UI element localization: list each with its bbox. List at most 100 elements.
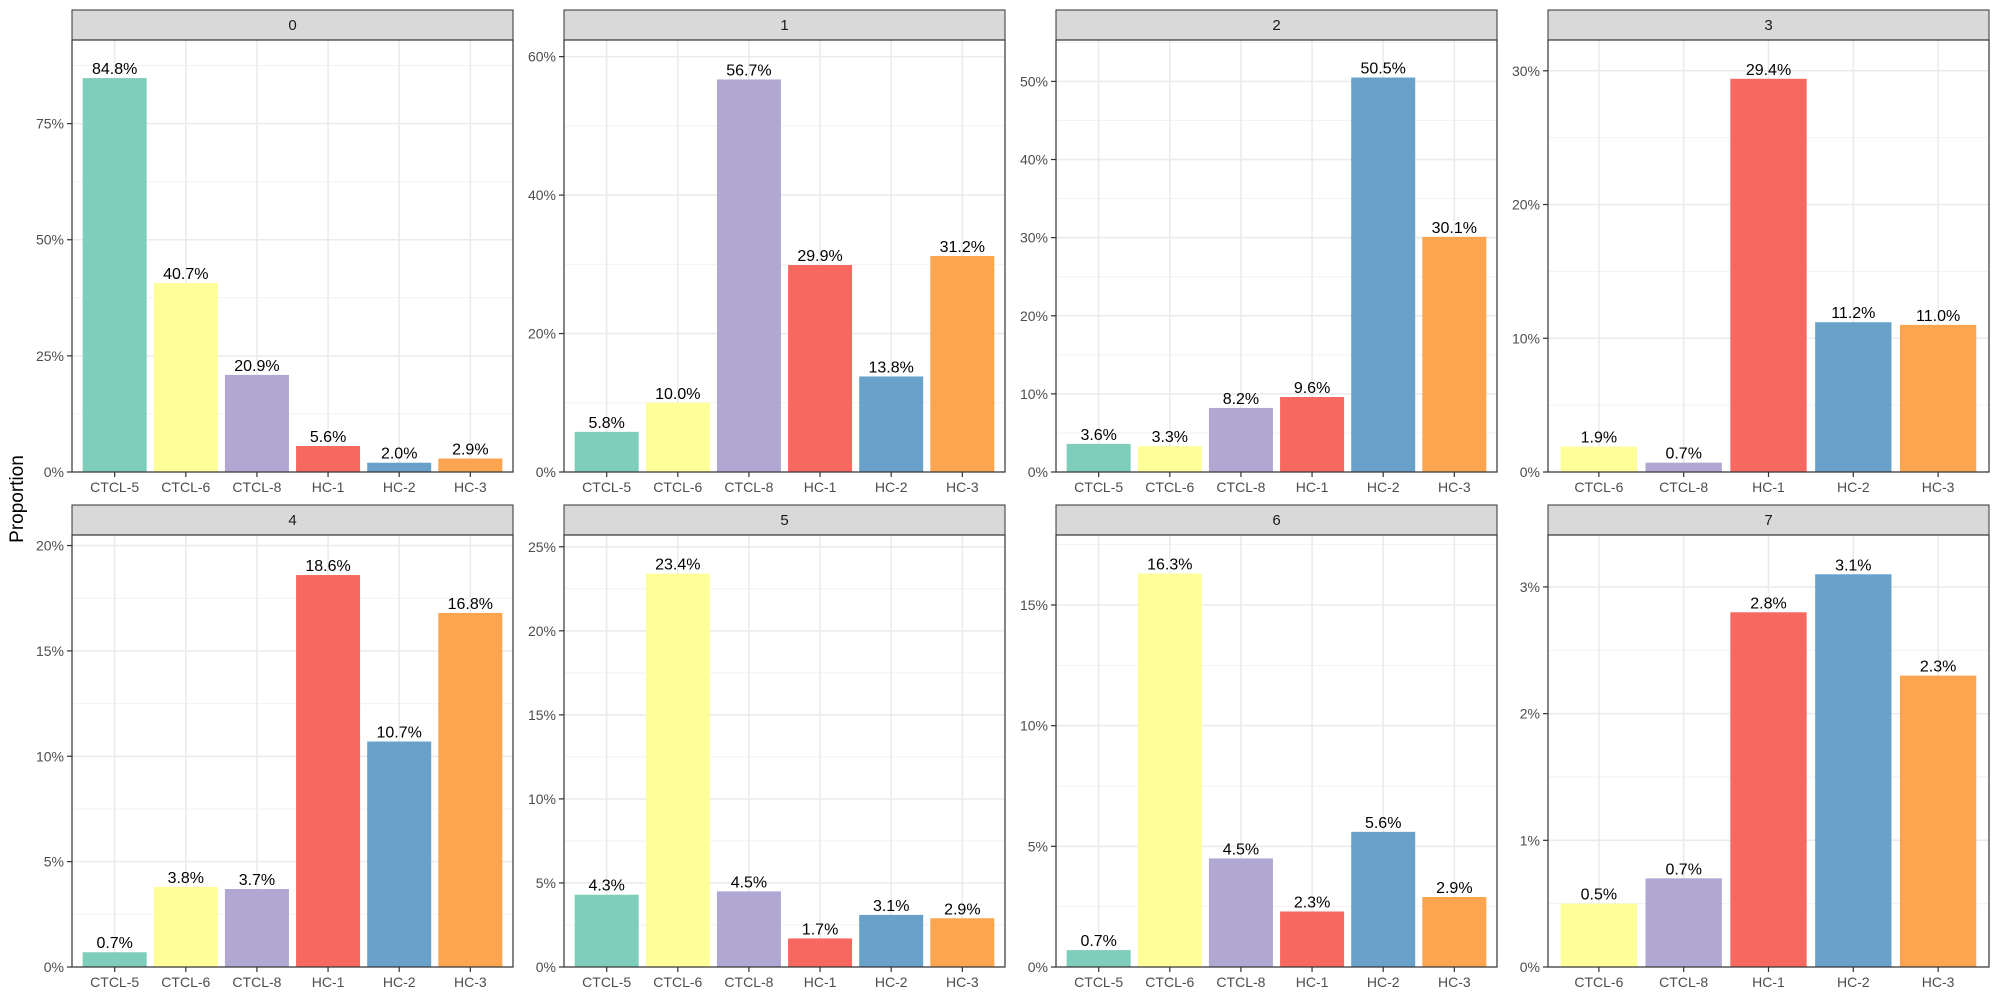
y-tick-label: 0%	[1520, 464, 1540, 480]
data-label: 3.1%	[873, 898, 909, 915]
bar-CTCL-6	[645, 402, 710, 472]
x-tick-label: HC-1	[312, 974, 345, 990]
facet-strip-label: 2	[1272, 17, 1280, 34]
y-tick-label: 0%	[1028, 959, 1048, 975]
x-tick-label: CTCL-6	[1145, 974, 1194, 990]
bar-CTCL-8	[1645, 878, 1722, 967]
bar-HC-1	[1280, 911, 1345, 967]
x-tick-label: HC-2	[1367, 974, 1400, 990]
data-label: 5.8%	[588, 415, 624, 432]
y-tick-label: 2%	[1520, 706, 1540, 722]
panel-border	[1547, 534, 1990, 968]
y-axis-title: Proportion	[7, 455, 28, 543]
panel-border	[1055, 534, 1498, 968]
y-tick-label: 25%	[36, 348, 64, 364]
y-tick-label: 0%	[1520, 959, 1540, 975]
facet-panel-0: 0 0% 25% 50% 75% 84.8% CTCL-5 40.7% CTCL-6 20.9% C…	[36, 9, 514, 495]
data-label: 4.5%	[731, 874, 767, 891]
x-tick-label: CTCL-5	[582, 974, 631, 990]
x-tick-label: HC-3	[454, 479, 487, 495]
data-label: 18.6%	[305, 558, 350, 575]
x-tick-label: HC-2	[875, 974, 908, 990]
y-tick-label: 0%	[536, 464, 556, 480]
data-label: 2.3%	[1294, 894, 1330, 911]
facet-strip-label: 0	[288, 17, 296, 34]
facet-panel-1: 1 0% 20% 40% 60% 5.8% CTCL-5 10.0% CTCL-6 56.7% CT…	[528, 9, 1006, 495]
data-label: 16.8%	[448, 596, 493, 613]
y-tick-label: 1%	[1520, 832, 1540, 848]
bar-HC-1	[1730, 612, 1807, 967]
facet-panel-6: 6 0% 5% 10% 15% 0.7% CTCL-5 16.3% CTCL-6 4.5% CTCL…	[1020, 504, 1498, 990]
facet-strip-label: 4	[288, 512, 296, 529]
facet-strip-label: 5	[780, 512, 788, 529]
x-tick-label: HC-1	[1296, 479, 1329, 495]
panel-border	[71, 534, 514, 968]
data-label: 9.6%	[1294, 380, 1330, 397]
bar-CTCL-5	[82, 952, 147, 967]
data-label: 2.9%	[944, 901, 980, 918]
y-tick-label: 10%	[1512, 330, 1540, 346]
x-tick-label: HC-2	[1837, 974, 1870, 990]
y-tick-label: 0%	[536, 959, 556, 975]
facet-strip	[71, 504, 514, 536]
facet-strip	[1547, 9, 1990, 41]
data-label: 3.1%	[1835, 557, 1871, 574]
data-label: 2.3%	[1920, 659, 1956, 676]
x-tick-label: HC-3	[1922, 479, 1955, 495]
panel-border	[563, 39, 1006, 473]
bar-CTCL-8	[224, 374, 289, 472]
data-label: 40.7%	[163, 266, 208, 283]
y-tick-label: 20%	[1512, 197, 1540, 213]
bar-CTCL-8	[224, 889, 289, 967]
x-tick-label: CTCL-6	[1145, 479, 1194, 495]
x-tick-label: CTCL-8	[1659, 479, 1708, 495]
bar-CTCL-5	[1066, 950, 1131, 967]
bar-CTCL-6	[1137, 573, 1202, 967]
data-label: 3.7%	[239, 872, 275, 889]
bar-HC-1	[788, 265, 853, 472]
facet-strip	[563, 504, 1006, 536]
bar-HC-3	[1422, 236, 1487, 472]
facet-panel-5: 5 0% 5% 10% 15% 20% 25% 4.3% CTCL-5 23.4% CTCL-6 4.…	[528, 504, 1006, 990]
bar-HC-1	[296, 445, 361, 472]
y-tick-label: 60%	[528, 49, 556, 65]
bar-HC-2	[1815, 574, 1892, 967]
y-tick-label: 10%	[1020, 718, 1048, 734]
x-tick-label: HC-3	[946, 974, 979, 990]
bar-CTCL-5	[574, 894, 639, 967]
data-label: 30.1%	[1432, 220, 1477, 237]
data-label: 16.3%	[1147, 557, 1192, 574]
y-tick-label: 10%	[528, 791, 556, 807]
data-label: 3.6%	[1080, 427, 1116, 444]
y-tick-label: 0%	[44, 464, 64, 480]
x-tick-label: CTCL-5	[582, 479, 631, 495]
data-label: 11.2%	[1831, 305, 1875, 322]
x-tick-label: CTCL-6	[1574, 479, 1623, 495]
y-tick-label: 20%	[1020, 308, 1048, 324]
data-label: 1.9%	[1581, 430, 1617, 447]
facet-strip-label: 7	[1764, 512, 1772, 529]
facet-strip	[1547, 504, 1990, 536]
y-tick-label: 20%	[528, 326, 556, 342]
bar-CTCL-8	[1208, 407, 1273, 472]
facet-panel-7: 7 0% 1% 2% 3% 0.5% CTCL-6 0.7% CTCL-8 2.8% HC-1 3.1…	[1520, 504, 1990, 990]
facet-panel-3: 30%10%20%30%1.9%CTCL-60.7%CTCL-829.4%HC-…	[1512, 9, 1990, 495]
data-label: 56.7%	[726, 62, 771, 79]
x-tick-label: CTCL-5	[1074, 479, 1123, 495]
y-tick-label: 5%	[1028, 838, 1048, 854]
y-tick-label: 20%	[528, 623, 556, 639]
data-label: 50.5%	[1361, 60, 1406, 77]
y-tick-label: 25%	[528, 539, 556, 555]
y-tick-label: 50%	[36, 232, 64, 248]
bar-CTCL-5	[82, 78, 147, 472]
y-tick-label: 15%	[528, 707, 556, 723]
x-tick-label: CTCL-8	[724, 479, 773, 495]
data-label: 0.7%	[1665, 446, 1701, 463]
panel-border	[563, 534, 1006, 968]
facet-strip	[563, 9, 1006, 41]
facet-strip	[71, 9, 514, 41]
data-label: 31.2%	[940, 239, 985, 256]
panel-border	[1055, 39, 1498, 473]
x-tick-label: CTCL-6	[161, 974, 210, 990]
